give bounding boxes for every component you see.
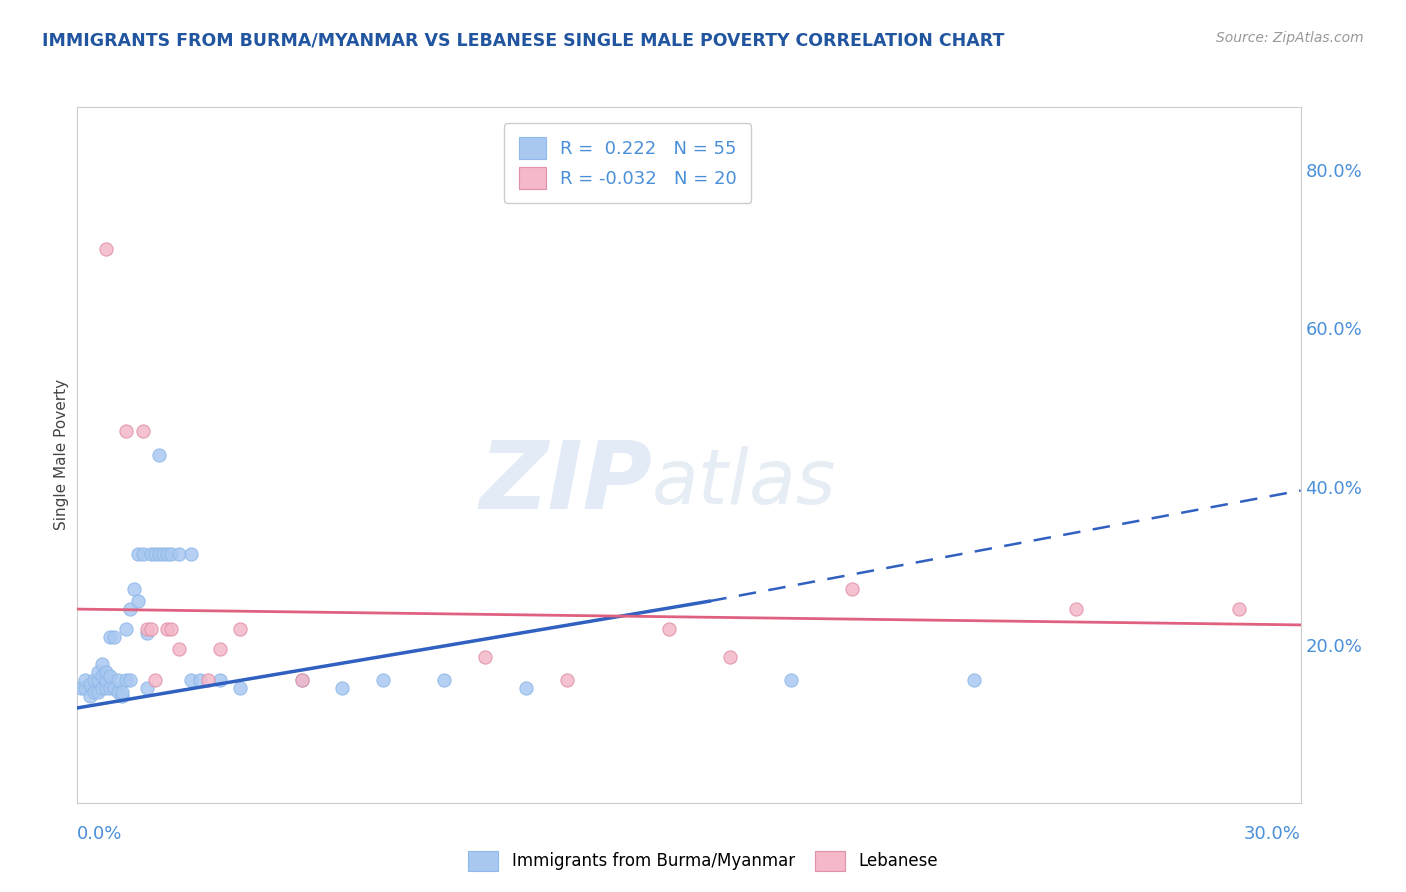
Point	[131, 547, 153, 561]
Y-axis label: Single Male Poverty: Single Male Poverty	[53, 379, 69, 531]
Point	[371, 673, 394, 688]
Point	[75, 673, 97, 688]
Point	[94, 665, 117, 680]
Point	[83, 673, 105, 688]
Point	[107, 673, 129, 688]
Point	[90, 669, 112, 683]
Point	[229, 681, 252, 695]
Point	[188, 673, 211, 688]
Point	[135, 622, 157, 636]
Point	[115, 673, 138, 688]
Point	[79, 677, 101, 691]
Point	[291, 673, 314, 688]
Point	[180, 547, 202, 561]
Point	[156, 622, 179, 636]
Point	[160, 547, 183, 561]
Point	[148, 547, 170, 561]
Point	[75, 681, 97, 695]
Point	[94, 681, 117, 695]
Point	[70, 681, 93, 695]
Point	[90, 681, 112, 695]
Text: 0.0%: 0.0%	[77, 825, 122, 843]
Point	[160, 622, 183, 636]
Point	[718, 649, 741, 664]
Point	[83, 685, 105, 699]
Point	[103, 681, 125, 695]
Point	[169, 641, 191, 656]
Point	[98, 681, 121, 695]
Point	[474, 649, 496, 664]
Point	[209, 673, 232, 688]
Point	[515, 681, 537, 695]
Point	[111, 689, 134, 703]
Point	[90, 657, 112, 672]
Text: ZIP: ZIP	[479, 437, 652, 529]
Point	[148, 448, 170, 462]
Point	[433, 673, 456, 688]
Point	[1066, 602, 1088, 616]
Point	[120, 673, 142, 688]
Point	[555, 673, 578, 688]
Legend: R =  0.222   N = 55, R = -0.032   N = 20: R = 0.222 N = 55, R = -0.032 N = 20	[505, 123, 751, 203]
Point	[841, 582, 863, 597]
Point	[291, 673, 314, 688]
Point	[128, 547, 150, 561]
Point	[131, 424, 153, 438]
Point	[98, 630, 121, 644]
Point	[229, 622, 252, 636]
Point	[79, 689, 101, 703]
Point	[111, 685, 134, 699]
Text: Source: ZipAtlas.com: Source: ZipAtlas.com	[1216, 31, 1364, 45]
Point	[94, 673, 117, 688]
Point	[332, 681, 354, 695]
Point	[115, 424, 138, 438]
Text: atlas: atlas	[652, 446, 837, 520]
Point	[780, 673, 803, 688]
Point	[152, 547, 174, 561]
Point	[156, 547, 179, 561]
Point	[963, 673, 986, 688]
Point	[87, 673, 110, 688]
Point	[209, 641, 232, 656]
Point	[87, 665, 110, 680]
Point	[139, 622, 162, 636]
Point	[135, 681, 157, 695]
Point	[107, 685, 129, 699]
Point	[120, 602, 142, 616]
Point	[1229, 602, 1251, 616]
Point	[658, 622, 681, 636]
Point	[103, 630, 125, 644]
Point	[143, 673, 166, 688]
Text: IMMIGRANTS FROM BURMA/MYANMAR VS LEBANESE SINGLE MALE POVERTY CORRELATION CHART: IMMIGRANTS FROM BURMA/MYANMAR VS LEBANES…	[42, 31, 1004, 49]
Point	[128, 594, 150, 608]
Point	[87, 685, 110, 699]
Point	[197, 673, 219, 688]
Point	[169, 547, 191, 561]
Point	[143, 547, 166, 561]
Point	[135, 625, 157, 640]
Point	[115, 622, 138, 636]
Point	[124, 582, 146, 597]
Legend: Immigrants from Burma/Myanmar, Lebanese: Immigrants from Burma/Myanmar, Lebanese	[460, 842, 946, 880]
Text: 30.0%: 30.0%	[1244, 825, 1301, 843]
Point	[139, 547, 162, 561]
Point	[98, 669, 121, 683]
Point	[180, 673, 202, 688]
Point	[94, 243, 117, 257]
